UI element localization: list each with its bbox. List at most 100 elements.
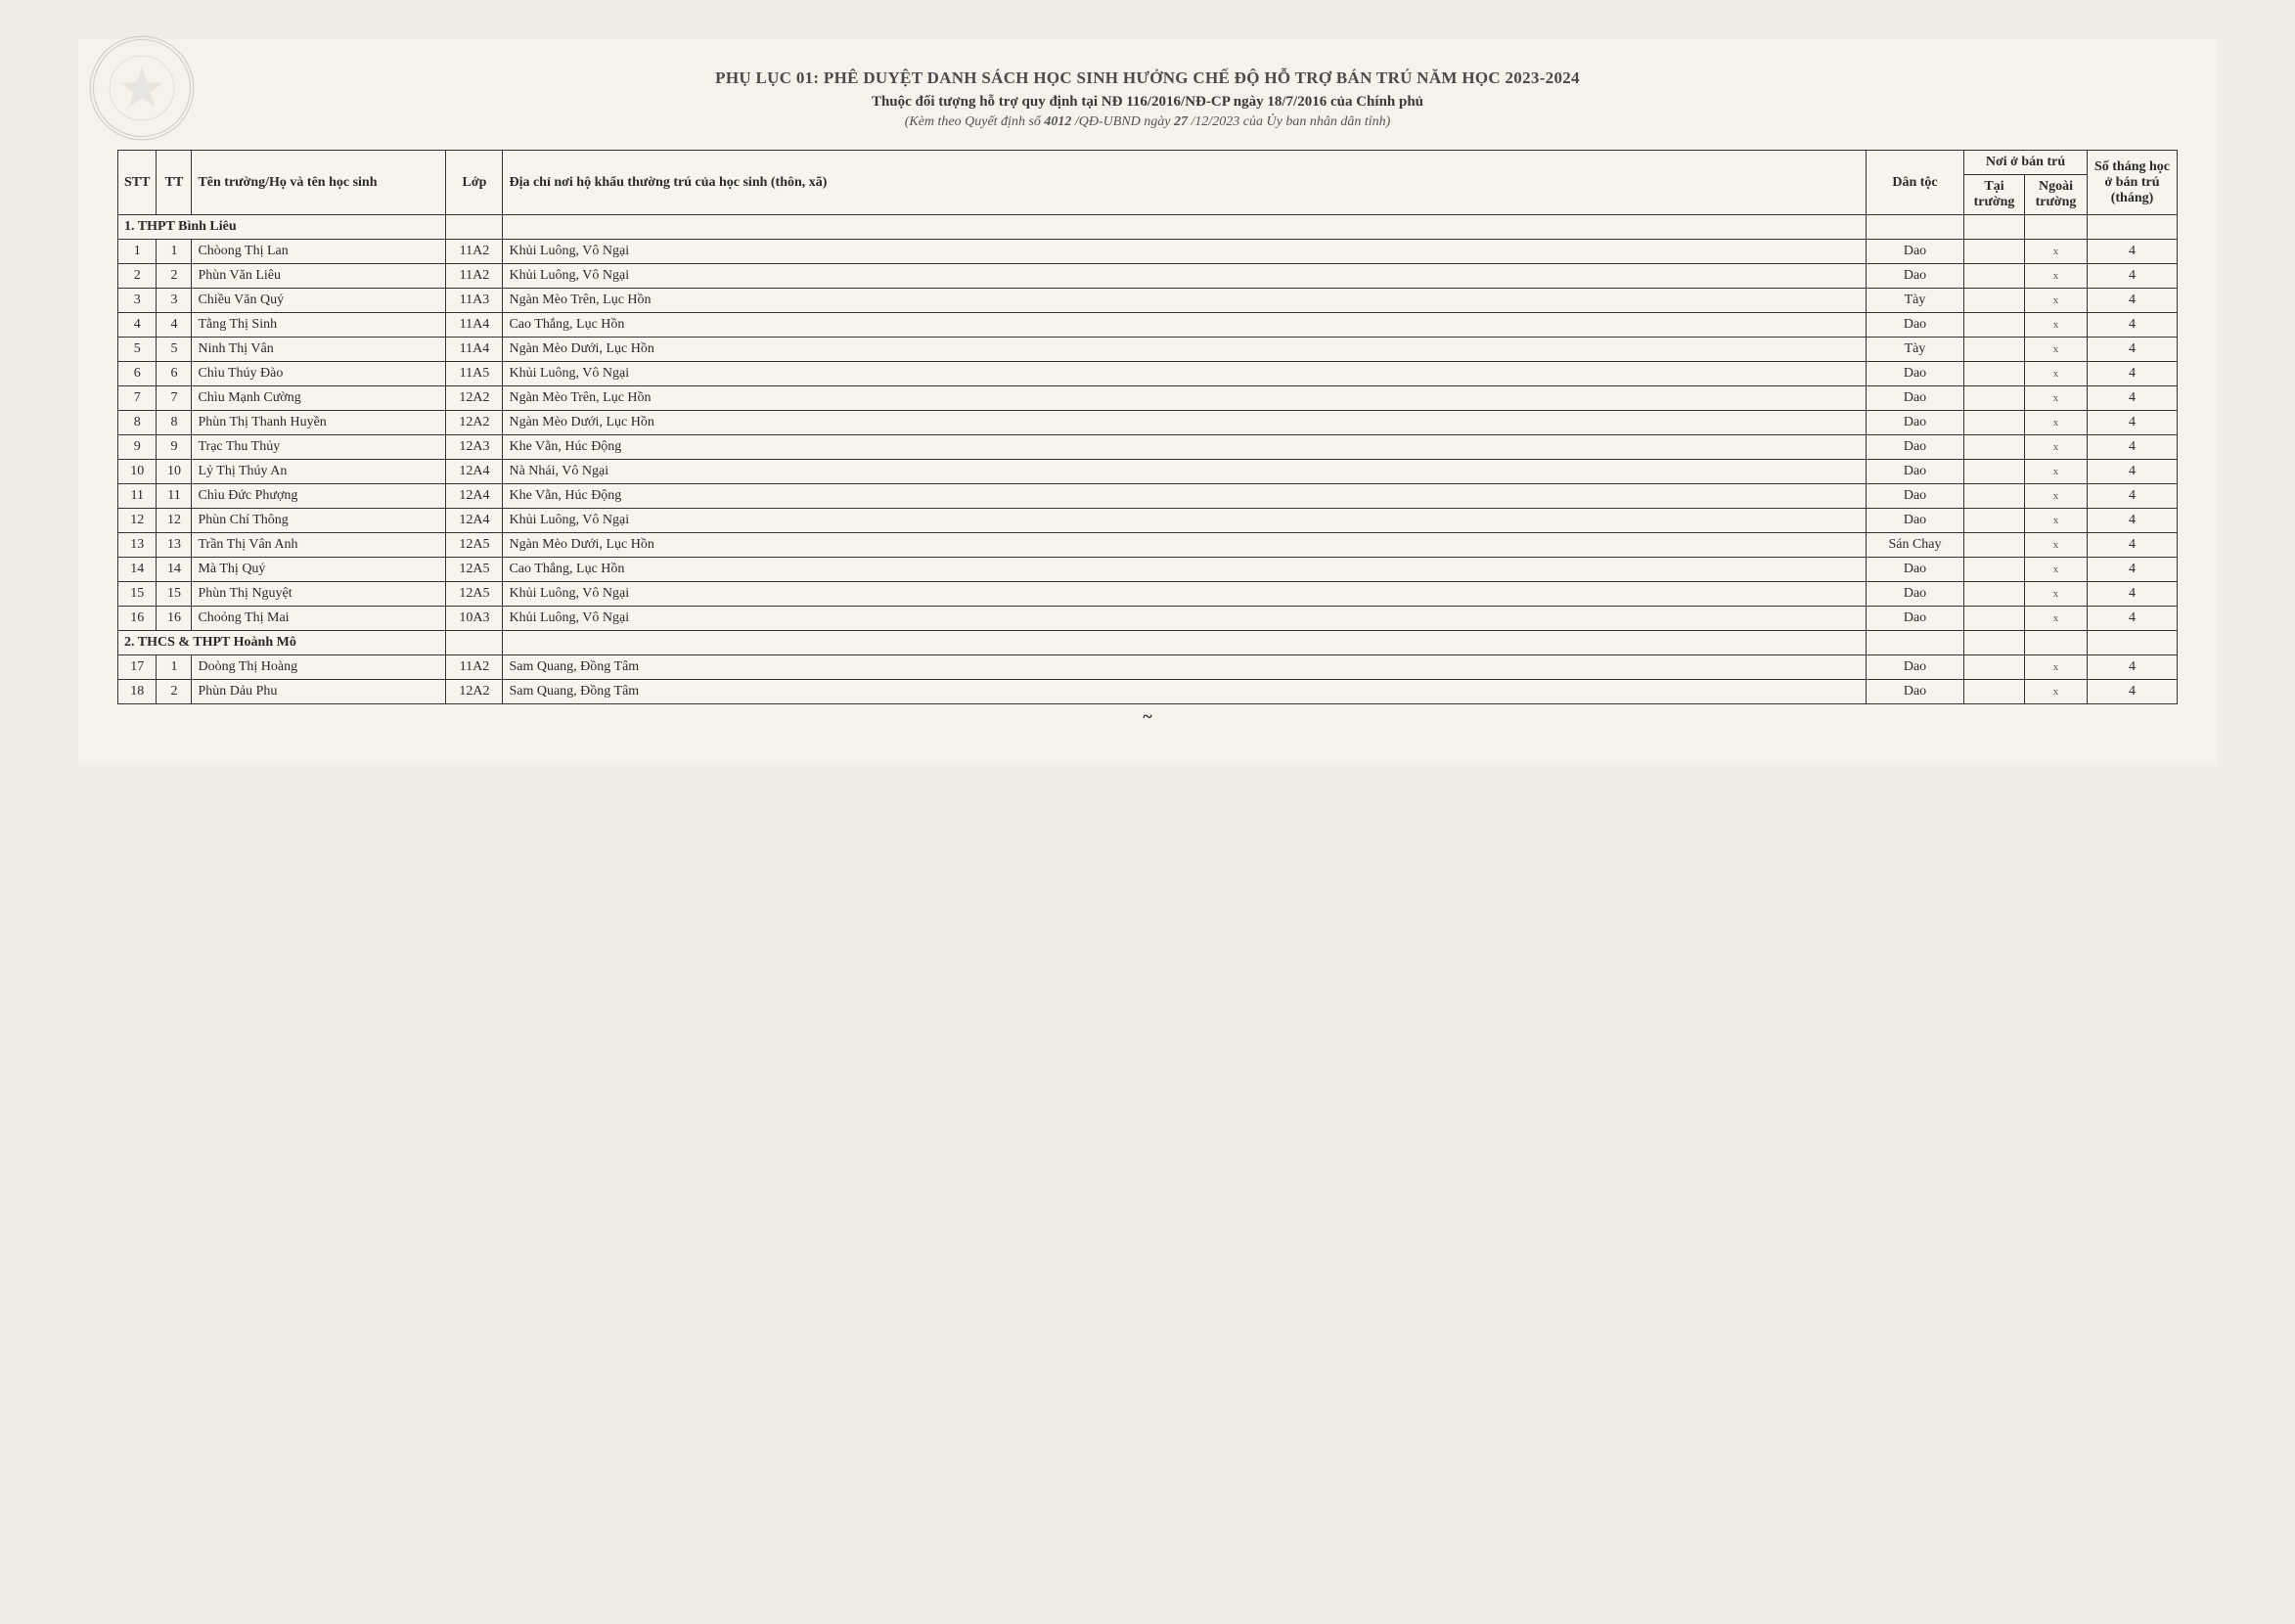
cell-in-school — [1964, 582, 2025, 607]
cell-months: 4 — [2088, 386, 2178, 411]
sub2-suffix: /12/2023 của Ủy ban nhân dân tỉnh) — [1192, 114, 1391, 129]
section-heading-row: 1. THPT Bình Liêu — [118, 215, 2178, 240]
student-roster-table: STT TT Tên trường/Họ và tên học sinh Lớp… — [117, 150, 2178, 704]
table-row: 1616Choỏng Thị Mai10A3Khủi Luông, Vô Ngạ… — [118, 607, 2178, 631]
cell-student-name: Chìu Thúy Đào — [192, 362, 446, 386]
cell-class: 12A3 — [446, 435, 503, 460]
cell-ethnic: Dao — [1867, 582, 1964, 607]
table-row: 171Doòng Thị Hoàng11A2Sam Quang, Đồng Tâ… — [118, 655, 2178, 680]
empty-cell — [2025, 215, 2088, 240]
cell-address: Khe Vằn, Húc Động — [503, 484, 1867, 509]
empty-cell — [1867, 215, 1964, 240]
page-signature-mark: ~ — [117, 706, 2178, 727]
cell-tt: 10 — [157, 460, 192, 484]
cell-in-school — [1964, 313, 2025, 338]
cell-address: Nà Nhái, Vô Ngại — [503, 460, 1867, 484]
cell-class: 11A4 — [446, 338, 503, 362]
title-sub1: Thuộc đối tượng hỗ trợ quy định tại NĐ 1… — [117, 94, 2178, 111]
cell-stt: 3 — [118, 289, 157, 313]
cell-student-name: Tằng Thị Sinh — [192, 313, 446, 338]
cell-ethnic: Dao — [1867, 240, 1964, 264]
cell-address: Sam Quang, Đồng Tâm — [503, 680, 1867, 704]
cell-student-name: Chìu Mạnh Cường — [192, 386, 446, 411]
cell-months: 4 — [2088, 533, 2178, 558]
cell-tt: 15 — [157, 582, 192, 607]
cell-in-school — [1964, 435, 2025, 460]
cell-student-name: Phùn Thị Nguyệt — [192, 582, 446, 607]
cell-class: 12A5 — [446, 558, 503, 582]
cell-out-school: x — [2025, 435, 2088, 460]
cell-out-school: x — [2025, 289, 2088, 313]
empty-cell — [1964, 631, 2025, 655]
cell-address: Sam Quang, Đồng Tâm — [503, 655, 1867, 680]
empty-cell — [446, 215, 503, 240]
col-stt: STT — [118, 151, 157, 215]
cell-ethnic: Dao — [1867, 460, 1964, 484]
empty-cell — [2088, 631, 2178, 655]
cell-student-name: Doòng Thị Hoàng — [192, 655, 446, 680]
table-row: 1212Phùn Chí Thông12A4Khủi Luông, Vô Ngạ… — [118, 509, 2178, 533]
col-ethnic: Dân tộc — [1867, 151, 1964, 215]
cell-in-school — [1964, 289, 2025, 313]
section-title-cell: 1. THPT Bình Liêu — [118, 215, 446, 240]
cell-student-name: Chiều Văn Quý — [192, 289, 446, 313]
cell-tt: 8 — [157, 411, 192, 435]
decision-day-handwritten: 27 — [1174, 114, 1188, 129]
cell-in-school — [1964, 533, 2025, 558]
cell-months: 4 — [2088, 313, 2178, 338]
cell-out-school: x — [2025, 558, 2088, 582]
cell-tt: 3 — [157, 289, 192, 313]
table-row: 1010Lỷ Thị Thúy An12A4Nà Nhái, Vô NgạiDa… — [118, 460, 2178, 484]
sub2-prefix: (Kèm theo Quyết định số — [905, 114, 1045, 129]
cell-ethnic: Dao — [1867, 484, 1964, 509]
cell-tt: 7 — [157, 386, 192, 411]
table-row: 1313Trần Thị Vân Anh12A5Ngàn Mèo Dưới, L… — [118, 533, 2178, 558]
cell-address: Khe Vằn, Húc Động — [503, 435, 1867, 460]
cell-tt: 6 — [157, 362, 192, 386]
cell-ethnic: Dao — [1867, 362, 1964, 386]
table-row: 1414Mà Thị Quý12A5Cao Thắng, Lục HồnDaox… — [118, 558, 2178, 582]
cell-student-name: Chìu Đức Phượng — [192, 484, 446, 509]
table-row: 33Chiều Văn Quý11A3Ngàn Mèo Trên, Lục Hồ… — [118, 289, 2178, 313]
table-row: 99Trạc Thu Thủy12A3Khe Vằn, Húc ĐộngDaox… — [118, 435, 2178, 460]
cell-out-school: x — [2025, 264, 2088, 289]
cell-address: Khủi Luông, Vô Ngại — [503, 240, 1867, 264]
cell-tt: 12 — [157, 509, 192, 533]
cell-student-name: Phùn Văn Liêu — [192, 264, 446, 289]
cell-out-school: x — [2025, 386, 2088, 411]
cell-class: 12A4 — [446, 460, 503, 484]
cell-ethnic: Dao — [1867, 264, 1964, 289]
cell-stt: 5 — [118, 338, 157, 362]
cell-months: 4 — [2088, 362, 2178, 386]
cell-tt: 1 — [157, 655, 192, 680]
table-header: STT TT Tên trường/Họ và tên học sinh Lớp… — [118, 151, 2178, 215]
cell-months: 4 — [2088, 264, 2178, 289]
cell-stt: 6 — [118, 362, 157, 386]
cell-in-school — [1964, 558, 2025, 582]
cell-in-school — [1964, 264, 2025, 289]
cell-tt: 4 — [157, 313, 192, 338]
cell-months: 4 — [2088, 411, 2178, 435]
cell-stt: 16 — [118, 607, 157, 631]
cell-ethnic: Dao — [1867, 435, 1964, 460]
cell-months: 4 — [2088, 558, 2178, 582]
cell-tt: 13 — [157, 533, 192, 558]
cell-student-name: Trạc Thu Thủy — [192, 435, 446, 460]
cell-out-school: x — [2025, 509, 2088, 533]
cell-address: Cao Thắng, Lục Hồn — [503, 558, 1867, 582]
cell-stt: 1 — [118, 240, 157, 264]
cell-ethnic: Dao — [1867, 558, 1964, 582]
cell-stt: 2 — [118, 264, 157, 289]
cell-address: Cao Thắng, Lục Hồn — [503, 313, 1867, 338]
cell-stt: 12 — [118, 509, 157, 533]
col-boarding-group: Nơi ở bán trú — [1964, 151, 2088, 175]
table-row: 22Phùn Văn Liêu11A2Khủi Luông, Vô NgạiDa… — [118, 264, 2178, 289]
cell-class: 12A2 — [446, 680, 503, 704]
cell-student-name: Phùn Thị Thanh Huyền — [192, 411, 446, 435]
cell-months: 4 — [2088, 338, 2178, 362]
cell-class: 12A2 — [446, 386, 503, 411]
col-address: Địa chỉ nơi hộ khẩu thường trú của học s… — [503, 151, 1867, 215]
cell-address: Khủi Luông, Vô Ngại — [503, 362, 1867, 386]
cell-stt: 10 — [118, 460, 157, 484]
sub2-mid: /QĐ-UBND ngày — [1075, 114, 1174, 129]
